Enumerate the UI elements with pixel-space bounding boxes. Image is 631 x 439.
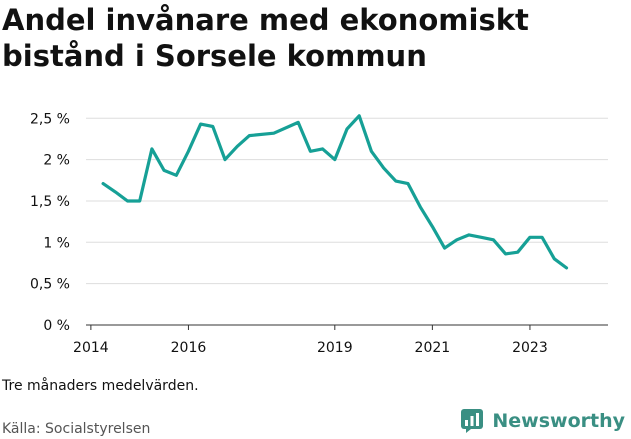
x-tick-label: 2019: [317, 340, 353, 356]
brand-name: Newsworthy: [492, 410, 625, 432]
chart-title: Andel invånare med ekonomiskt bistånd i …: [2, 3, 529, 73]
newsworthy-logo-icon: [461, 409, 484, 433]
y-tick-label: 2,5 %: [30, 111, 70, 127]
series-line: [101, 114, 569, 270]
x-tick-label: 2023: [512, 340, 548, 356]
y-tick-label: 0 %: [43, 318, 70, 334]
x-tick-label: 2014: [73, 340, 109, 356]
x-tick-label: 2021: [415, 340, 451, 356]
chart-note: Tre månaders medelvärden.: [2, 378, 199, 394]
x-tick-label: 2016: [171, 340, 207, 356]
y-tick-label: 2 %: [43, 153, 70, 169]
brand-logo: Newsworthy: [460, 408, 625, 434]
y-tick-label: 0,5 %: [30, 277, 70, 293]
y-tick-label: 1 %: [43, 235, 70, 251]
chart-source: Källa: Socialstyrelsen: [2, 421, 151, 437]
y-tick-label: 1,5 %: [30, 194, 70, 210]
